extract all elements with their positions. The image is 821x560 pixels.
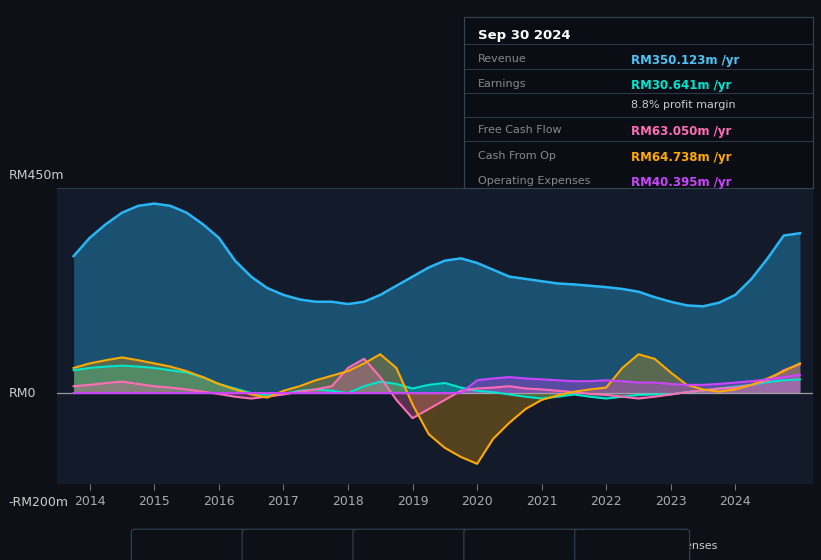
Text: RM450m: RM450m	[8, 169, 64, 181]
Text: 8.8% profit margin: 8.8% profit margin	[631, 100, 736, 110]
Text: RM40.395m /yr: RM40.395m /yr	[631, 176, 732, 189]
Text: RM64.738m /yr: RM64.738m /yr	[631, 151, 732, 164]
Text: Cash From Op: Cash From Op	[494, 541, 572, 551]
Text: Earnings: Earnings	[273, 541, 321, 551]
Text: Operating Expenses: Operating Expenses	[605, 541, 718, 551]
Text: RM30.641m /yr: RM30.641m /yr	[631, 79, 732, 92]
Text: ●: ●	[256, 541, 266, 551]
Text: RM63.050m /yr: RM63.050m /yr	[631, 125, 732, 138]
Text: -RM200m: -RM200m	[8, 496, 68, 509]
Text: Sep 30 2024: Sep 30 2024	[478, 29, 571, 42]
Text: Cash From Op: Cash From Op	[478, 151, 556, 161]
Text: Earnings: Earnings	[478, 79, 526, 89]
Text: Revenue: Revenue	[162, 541, 210, 551]
Text: ●: ●	[478, 541, 488, 551]
Text: Operating Expenses: Operating Expenses	[478, 176, 590, 186]
Text: ●: ●	[367, 541, 377, 551]
Text: ●: ●	[589, 541, 599, 551]
Text: RM350.123m /yr: RM350.123m /yr	[631, 54, 740, 67]
Text: ●: ●	[145, 541, 155, 551]
Text: Free Cash Flow: Free Cash Flow	[383, 541, 467, 551]
Text: Revenue: Revenue	[478, 54, 526, 64]
Text: Free Cash Flow: Free Cash Flow	[478, 125, 562, 136]
Text: RM0: RM0	[8, 386, 36, 400]
